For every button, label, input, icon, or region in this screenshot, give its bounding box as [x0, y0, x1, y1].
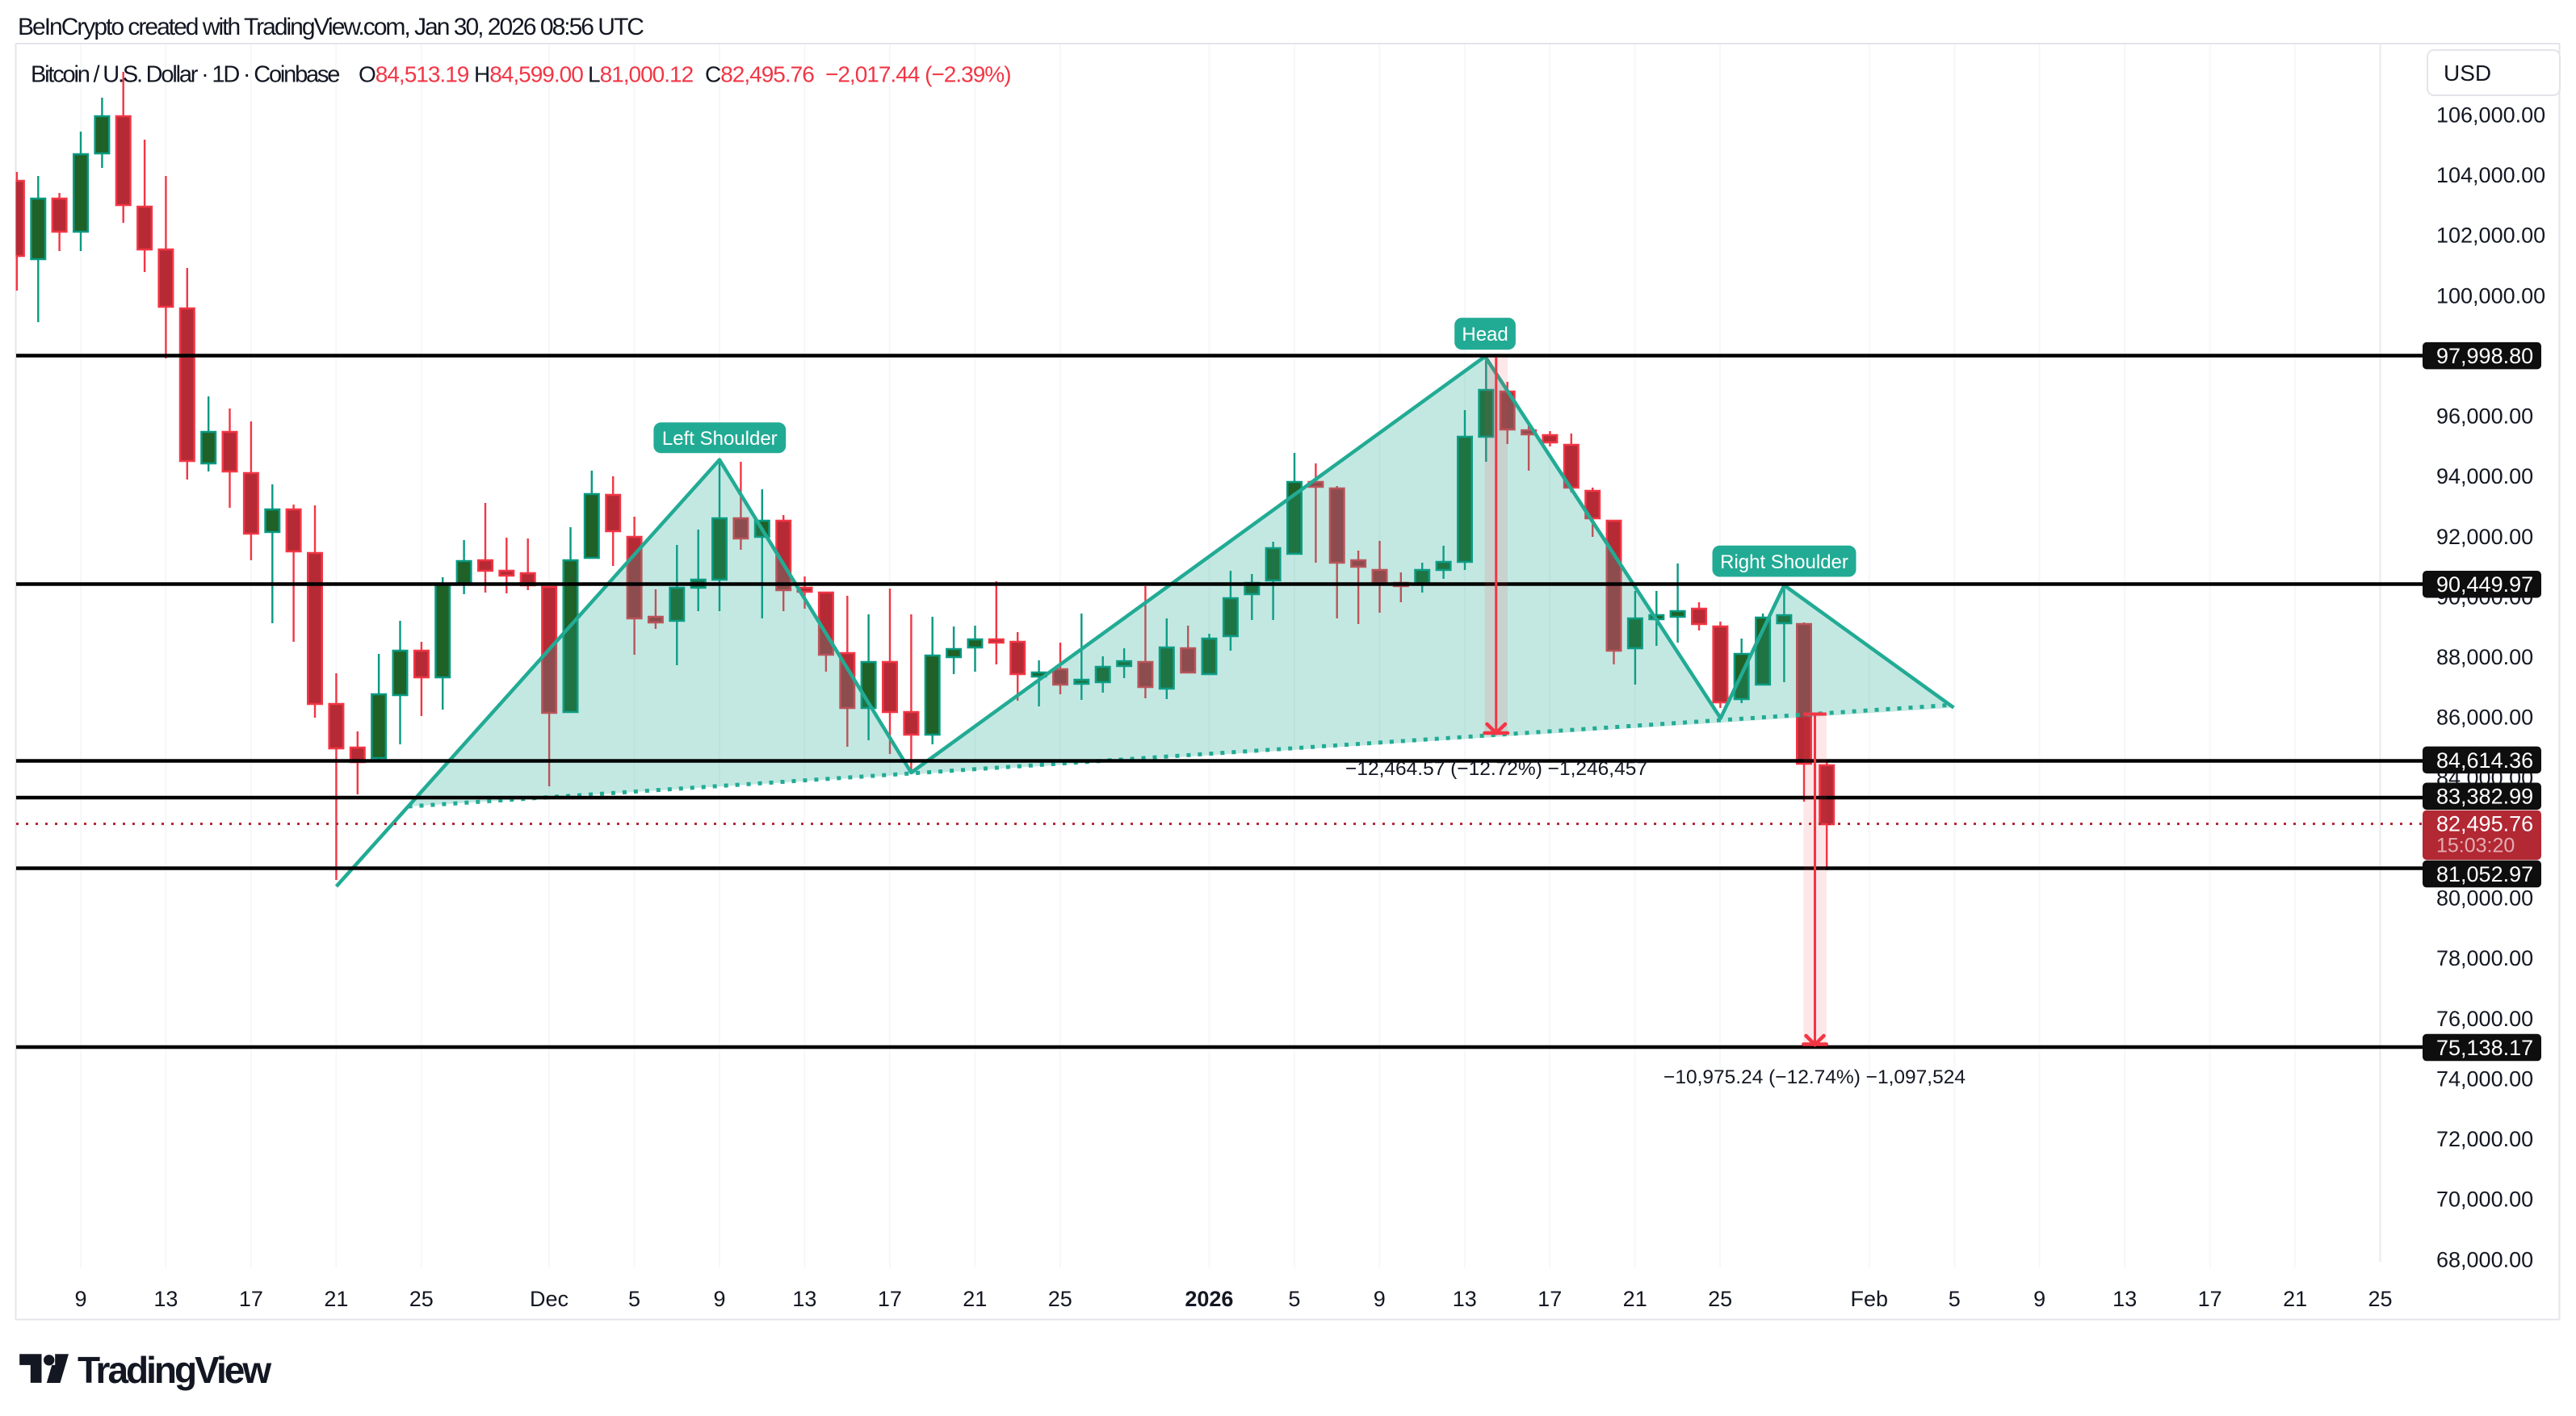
svg-text:Left Shoulder: Left Shoulder: [662, 428, 778, 450]
svg-text:106,000.00: 106,000.00: [2436, 103, 2545, 128]
svg-text:25: 25: [2368, 1287, 2392, 1311]
svg-text:Head: Head: [1462, 324, 1508, 346]
svg-text:25: 25: [1048, 1287, 1072, 1311]
svg-text:13: 13: [792, 1287, 816, 1311]
svg-text:TradingView: TradingView: [78, 1349, 271, 1391]
svg-text:104,000.00: 104,000.00: [2436, 163, 2545, 187]
svg-text:86,000.00: 86,000.00: [2436, 706, 2533, 730]
svg-text:88,000.00: 88,000.00: [2436, 645, 2533, 669]
svg-text:74,000.00: 74,000.00: [2436, 1066, 2533, 1091]
svg-text:21: 21: [963, 1287, 987, 1311]
svg-text:102,000.00: 102,000.00: [2436, 224, 2545, 248]
svg-text:97,998.80: 97,998.80: [2436, 344, 2533, 368]
svg-text:83,382.99: 83,382.99: [2436, 785, 2533, 809]
svg-text:21: 21: [324, 1287, 348, 1311]
svg-text:15:03:20: 15:03:20: [2436, 835, 2515, 857]
svg-text:Feb: Feb: [1851, 1287, 1889, 1311]
svg-text:L81,000.12: L81,000.12: [588, 62, 694, 87]
svg-text:17: 17: [2198, 1287, 2222, 1311]
svg-text:76,000.00: 76,000.00: [2436, 1007, 2533, 1031]
svg-text:94,000.00: 94,000.00: [2436, 464, 2533, 488]
svg-text:BeInCrypto created with Tradin: BeInCrypto created with TradingView.com,…: [18, 14, 644, 40]
svg-text:82,495.76: 82,495.76: [2436, 812, 2533, 836]
svg-text:21: 21: [1623, 1287, 1647, 1311]
svg-text:100,000.00: 100,000.00: [2436, 283, 2545, 308]
svg-text:78,000.00: 78,000.00: [2436, 946, 2533, 970]
svg-text:75,138.17: 75,138.17: [2436, 1036, 2533, 1060]
svg-text:80,000.00: 80,000.00: [2436, 886, 2533, 911]
svg-text:9: 9: [2033, 1287, 2045, 1311]
svg-text:O84,513.19: O84,513.19: [359, 62, 469, 87]
svg-text:92,000.00: 92,000.00: [2436, 525, 2533, 549]
svg-text:−12,464.57 (−12.72%) −1,246,45: −12,464.57 (−12.72%) −1,246,457: [1345, 758, 1647, 780]
svg-text:−10,975.24 (−12.74%) −1,097,52: −10,975.24 (−12.74%) −1,097,524: [1663, 1066, 1966, 1088]
svg-text:C82,495.76: C82,495.76: [705, 62, 814, 87]
svg-text:9: 9: [713, 1287, 725, 1311]
svg-text:17: 17: [1538, 1287, 1562, 1311]
svg-text:90,449.97: 90,449.97: [2436, 572, 2533, 597]
svg-text:13: 13: [153, 1287, 178, 1311]
svg-text:17: 17: [239, 1287, 263, 1311]
svg-text:70,000.00: 70,000.00: [2436, 1188, 2533, 1212]
svg-text:84,614.36: 84,614.36: [2436, 748, 2533, 773]
svg-text:68,000.00: 68,000.00: [2436, 1247, 2533, 1271]
svg-text:72,000.00: 72,000.00: [2436, 1127, 2533, 1151]
svg-text:25: 25: [1708, 1287, 1732, 1311]
svg-text:USD: USD: [2444, 61, 2491, 86]
svg-text:17: 17: [878, 1287, 902, 1311]
svg-text:Dec: Dec: [530, 1287, 568, 1311]
svg-text:25: 25: [409, 1287, 434, 1311]
svg-text:21: 21: [2283, 1287, 2307, 1311]
svg-text:Right Shoulder: Right Shoulder: [1720, 551, 1848, 573]
svg-text:Bitcoin / U.S. Dollar · 1D · C: Bitcoin / U.S. Dollar · 1D · Coinbase: [31, 62, 339, 88]
svg-text:2026: 2026: [1185, 1287, 1233, 1311]
svg-text:5: 5: [1288, 1287, 1300, 1311]
svg-text:96,000.00: 96,000.00: [2436, 404, 2533, 429]
svg-text:5: 5: [1949, 1287, 1961, 1311]
svg-text:9: 9: [1374, 1287, 1386, 1311]
svg-text:13: 13: [2112, 1287, 2137, 1311]
svg-text:5: 5: [628, 1287, 640, 1311]
svg-text:H84,599.00: H84,599.00: [474, 62, 583, 87]
svg-text:81,052.97: 81,052.97: [2436, 862, 2533, 886]
svg-text:13: 13: [1453, 1287, 1477, 1311]
svg-text:9: 9: [74, 1287, 86, 1311]
svg-text:−2,017.44 (−2.39%): −2,017.44 (−2.39%): [825, 62, 1011, 87]
